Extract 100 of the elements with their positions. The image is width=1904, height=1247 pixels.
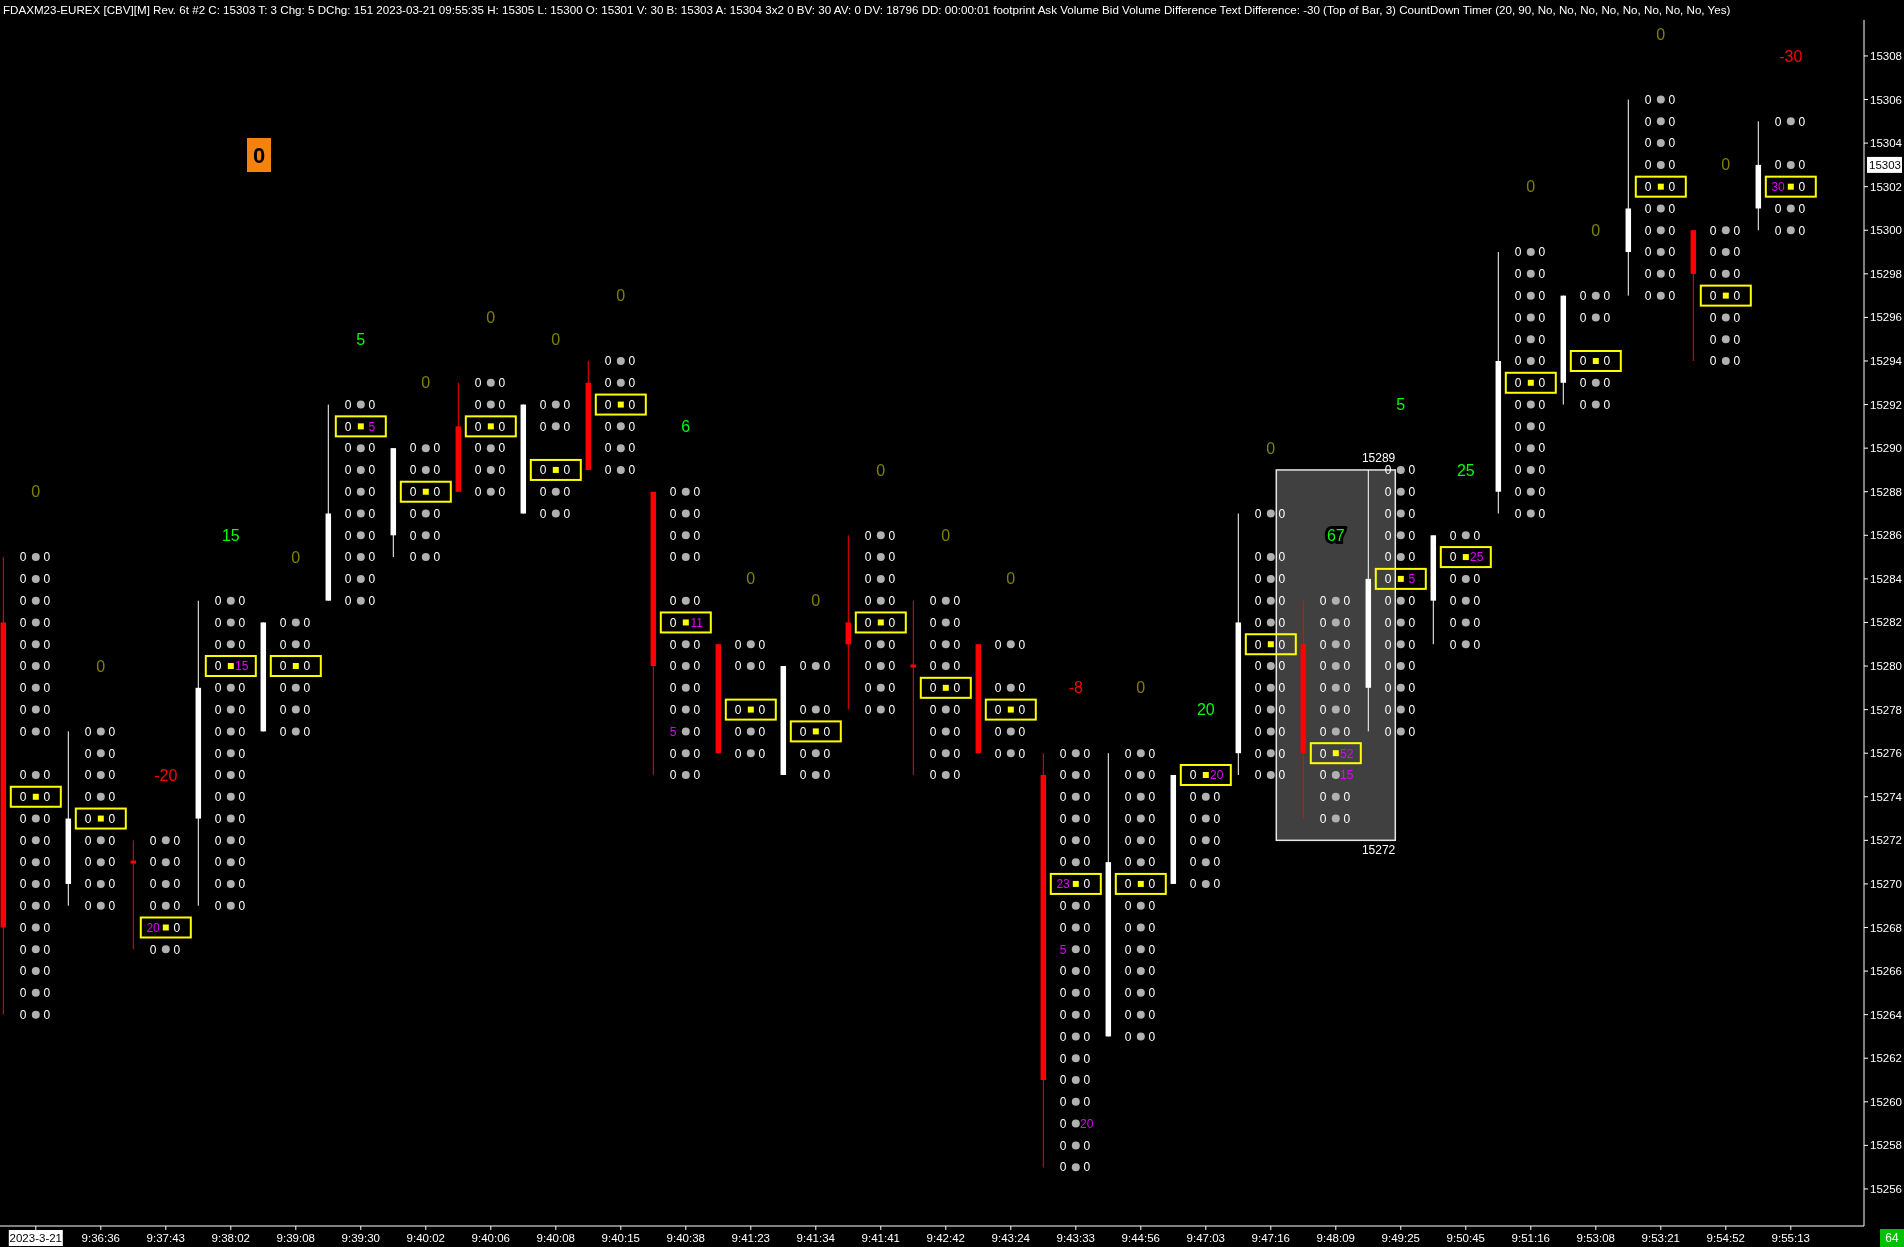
text: 0 0 — [929, 659, 961, 674]
text: 0 — [746, 570, 756, 588]
text: 0 0 — [734, 702, 766, 717]
text: -20 — [154, 766, 178, 784]
text: 0 0 — [409, 528, 441, 543]
text: 0 0 — [214, 746, 246, 761]
x-tick-label: 9:36:36 — [81, 1232, 120, 1245]
text: 0 — [421, 374, 431, 392]
text: 0 0 — [1514, 354, 1546, 369]
text: 0 0 — [1254, 615, 1286, 630]
y-tick-label: 15270 — [1870, 877, 1902, 890]
text: 0 0 — [1774, 114, 1806, 129]
text: 0 0 — [1384, 659, 1416, 674]
text: 0 0 — [279, 637, 311, 652]
text: 0 0 — [1254, 768, 1286, 783]
text: 0 0 — [84, 768, 116, 783]
text: 5 0 — [669, 724, 701, 739]
x-tick-label: 9:39:30 — [341, 1232, 380, 1245]
text: -30 — [1779, 47, 1803, 65]
text: 0 — [1656, 25, 1666, 43]
text: 0 — [876, 461, 886, 479]
text: 0 0 — [1514, 376, 1546, 391]
text: 0 0 — [1384, 550, 1416, 565]
text: 0 0 — [1319, 811, 1351, 826]
text: 0 — [811, 592, 821, 610]
text: 0 0 — [1124, 986, 1156, 1001]
x-tick-label: 9:40:38 — [666, 1232, 705, 1245]
text: 0 0 — [929, 637, 961, 652]
text: 0 0 — [1514, 485, 1546, 500]
text: 0 0 — [84, 811, 116, 826]
text: 0 0 — [1514, 463, 1546, 478]
text: 0 0 — [1189, 811, 1221, 826]
text: 0 0 — [409, 485, 441, 500]
text: 0 0 — [929, 681, 961, 696]
text: 0 0 — [19, 615, 51, 630]
text: 0 0 — [1059, 1007, 1091, 1022]
x-tick-label: 9:40:08 — [536, 1232, 575, 1245]
text: 0 0 — [799, 724, 831, 739]
text: 0 0 — [409, 463, 441, 478]
text: 0 0 — [1644, 136, 1676, 151]
text: 0 0 — [1059, 1051, 1091, 1066]
text: 0 0 — [864, 637, 896, 652]
text: 0 0 — [1384, 702, 1416, 717]
text: 0 0 — [474, 376, 506, 391]
text: 0 0 — [474, 419, 506, 434]
text: 0 0 — [19, 964, 51, 979]
text: 0 0 — [1514, 267, 1546, 282]
text: 0 0 — [1124, 833, 1156, 848]
text: 0 0 — [1059, 790, 1091, 805]
text: 0 0 — [1709, 267, 1741, 282]
text: 0 0 — [669, 637, 701, 652]
text: 0 0 — [1449, 637, 1481, 652]
text: 0 0 — [1059, 964, 1091, 979]
text: 0 0 — [929, 593, 961, 608]
x-tick-label: 9:40:06 — [471, 1232, 510, 1245]
text: 0 0 — [214, 702, 246, 717]
text: 0 0 — [1449, 615, 1481, 630]
annotation: 15272 — [1361, 843, 1396, 858]
text: 0 0 — [1124, 877, 1156, 892]
text: 0 0 — [279, 702, 311, 717]
text: 0 0 — [1774, 201, 1806, 216]
text: 0 0 — [1124, 942, 1156, 957]
text: 0 0 — [1319, 637, 1351, 652]
text: 0 0 — [1384, 615, 1416, 630]
text: 0 0 — [84, 899, 116, 914]
text: 0 0 — [799, 746, 831, 761]
text: 0 0 — [1124, 899, 1156, 914]
text: 0 0 — [1384, 506, 1416, 521]
y-tick-label: 15256 — [1870, 1182, 1902, 1195]
text: 0 0 — [214, 899, 246, 914]
text: 0 — [31, 483, 41, 501]
text: 0 0 — [149, 855, 181, 870]
text: 0 0 — [1644, 158, 1676, 173]
text: 0 0 — [1189, 790, 1221, 805]
text: 0 — [96, 657, 106, 675]
text: 0 0 — [994, 702, 1026, 717]
text: 0 0 — [799, 768, 831, 783]
data-label: 0 52 — [1319, 746, 1354, 761]
x-tick-label: 9:51:16 — [1511, 1232, 1550, 1245]
text: 0 0 — [1319, 615, 1351, 630]
text: 0 0 — [1319, 724, 1351, 739]
text: 0 0 — [1709, 223, 1741, 238]
text: 0 0 — [1124, 790, 1156, 805]
text: 0 0 — [1124, 964, 1156, 979]
y-tick-label: 15284 — [1870, 572, 1903, 585]
text: 0 0 — [604, 376, 636, 391]
text: 0 0 — [1059, 1138, 1091, 1153]
text: 0 0 — [929, 702, 961, 717]
text: 0 0 — [1254, 572, 1286, 587]
text: 0 0 — [669, 593, 701, 608]
text: 0 0 — [279, 659, 311, 674]
text: 0 0 — [474, 397, 506, 412]
text: 0 0 — [1319, 702, 1351, 717]
text: 0 — [486, 309, 496, 327]
text: 0 0 — [1514, 419, 1546, 434]
y-tick-label: 15288 — [1870, 485, 1902, 498]
text: 0 0 — [669, 702, 701, 717]
y-tick-label: 15296 — [1870, 311, 1902, 324]
x-tick-label: 9:38:02 — [211, 1232, 250, 1245]
text: 0 0 — [279, 724, 311, 739]
